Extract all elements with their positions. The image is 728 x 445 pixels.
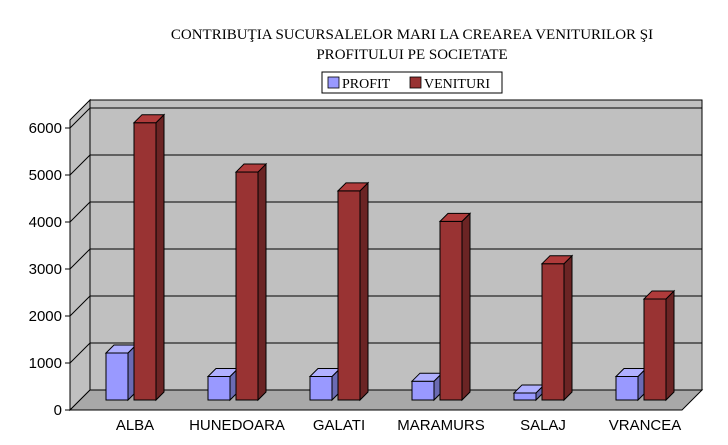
x-category-label: GALATI [313,417,365,434]
bar-top [336,182,370,192]
bar-front [105,352,129,401]
gridline-side [69,154,91,176]
gridline-side [69,201,91,223]
x-axis-categories: ALBA HUNEDOARA GALATI MARAMURS SALAJ VRANCEA [116,417,681,434]
bars [104,113,676,402]
bar-venituri-vrancea [642,289,676,402]
y-tick-label: 5000 [29,167,62,184]
floor [68,389,704,411]
bar-side [257,162,267,402]
legend-label-venituri: VENITURI [424,77,490,92]
bar-venituri-alba [132,113,166,402]
bar-profit-maramurs [410,371,444,402]
bar-top [540,255,574,265]
bar-side [461,212,471,402]
bar-front [235,171,259,401]
bar-profit-alba [104,343,138,402]
legend-swatch-profit [327,76,340,89]
bar-front [541,263,565,401]
bar-venituri-hunedoara [234,162,268,402]
y-tick-label: 3000 [29,261,62,278]
y-tick-label: 2000 [29,308,62,325]
bar-front [337,190,361,401]
bar-profit-galati [308,367,342,402]
bar-front [439,220,463,401]
chart-title-line-1: CONTRIBUŢIA SUCURSALELOR MARI LA CREAREA… [171,27,653,43]
bar-top [438,212,472,222]
bar-top [132,114,166,124]
bar-top [642,290,676,300]
x-category-label: HUNEDOARA [189,417,285,434]
bar-front [207,376,231,401]
bar-front [513,392,537,401]
y-tick-label: 0 [54,402,62,419]
bar-venituri-maramurs [438,212,472,402]
bar-front [309,376,333,401]
bar-profit-hunedoara [206,367,240,402]
y-tick-label: 1000 [29,355,62,372]
legend-swatch-venituri [409,76,422,89]
bar-side [155,113,165,402]
back-wall [89,99,703,391]
bar-front [133,122,157,401]
bar-venituri-galati [336,181,370,402]
legend: PROFIT VENITURI [321,71,503,94]
x-category-label: MARAMURS [397,417,485,434]
chart-walls [68,98,704,412]
bar-top [234,163,268,173]
y-tick-label: 6000 [29,120,62,137]
x-category-label: VRANCEA [609,417,682,434]
bar-side [563,254,573,402]
y-tick-label: 4000 [29,214,62,231]
gridline-side [69,295,91,317]
bar-front [615,376,639,401]
x-category-label: ALBA [116,417,154,434]
side-wall [69,98,91,412]
bar-venituri-salaj [540,254,574,402]
chart-title-line-2: PROFITULUI PE SOCIETATE [316,47,507,63]
bar-front [643,298,667,401]
gridlines [69,107,702,364]
gridline-side [69,107,91,129]
bar-side [359,181,369,402]
gridline-side [69,342,91,364]
bar-profit-vrancea [614,367,648,402]
y-axis-ticks: 0 1000 2000 3000 4000 5000 6000 [29,120,70,419]
bar-side [665,289,675,402]
x-category-label: SALAJ [520,417,566,434]
legend-label-profit: PROFIT [342,77,391,92]
gridline-side [69,248,91,270]
bar-front [411,380,435,401]
